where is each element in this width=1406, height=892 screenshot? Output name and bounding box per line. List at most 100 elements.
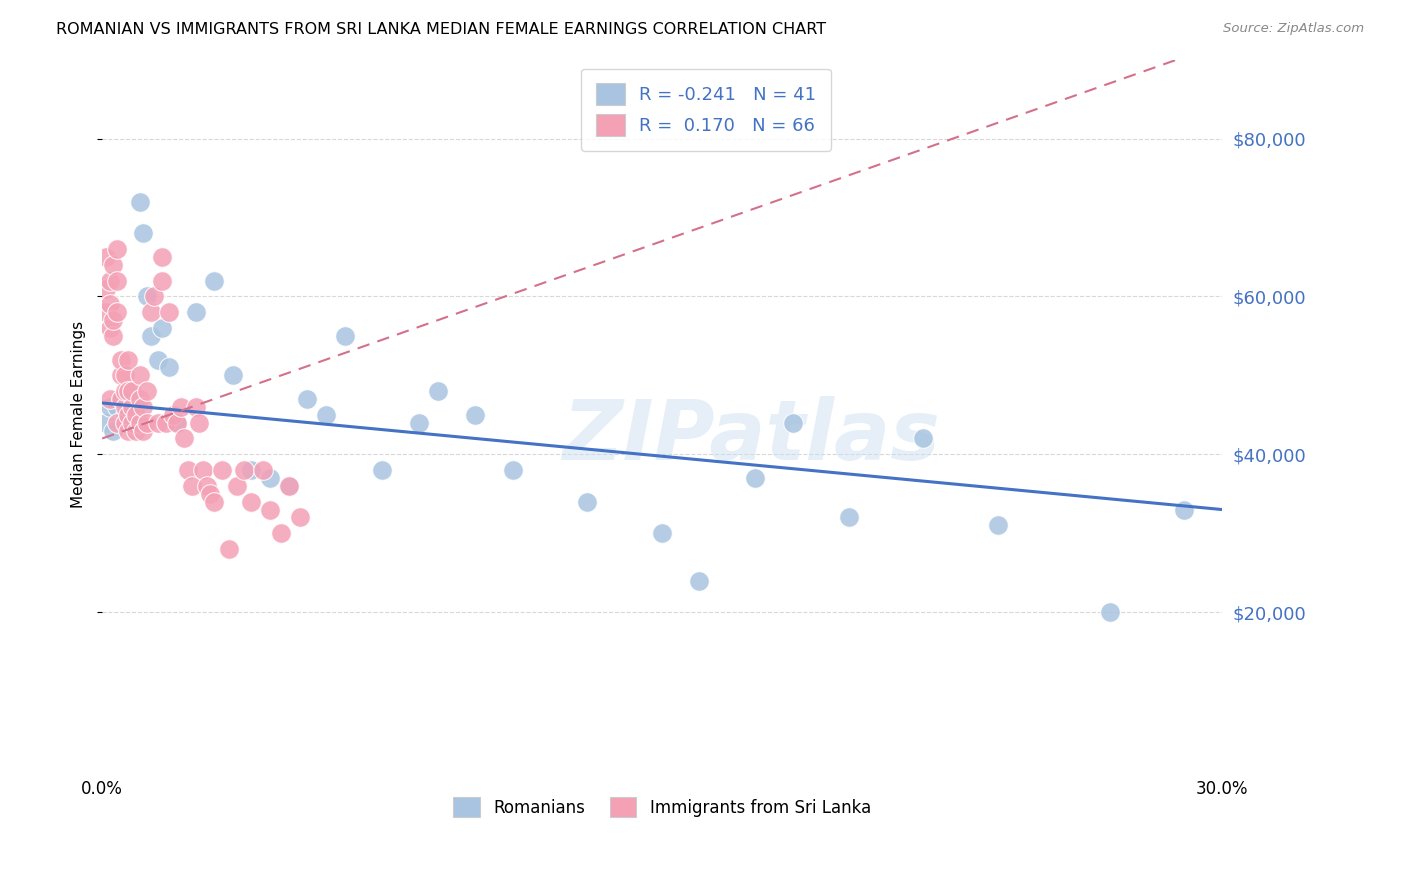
Point	[297, 392, 319, 406]
Point	[105, 305, 128, 319]
Point	[105, 242, 128, 256]
Point	[128, 416, 150, 430]
Point	[103, 313, 125, 327]
Point	[651, 526, 673, 541]
Point	[184, 400, 207, 414]
Point	[128, 392, 150, 406]
Point	[838, 510, 860, 524]
Point	[240, 463, 263, 477]
Point	[125, 408, 148, 422]
Point	[103, 424, 125, 438]
Point	[110, 392, 132, 406]
Point	[139, 305, 162, 319]
Point	[132, 226, 155, 240]
Point	[125, 424, 148, 438]
Point	[157, 305, 180, 319]
Point	[121, 416, 143, 430]
Point	[427, 384, 450, 398]
Point	[688, 574, 710, 588]
Point	[117, 416, 139, 430]
Point	[94, 305, 117, 319]
Point	[148, 416, 170, 430]
Text: Source: ZipAtlas.com: Source: ZipAtlas.com	[1223, 22, 1364, 36]
Point	[202, 494, 225, 508]
Point	[200, 487, 222, 501]
Point	[114, 368, 136, 383]
Point	[912, 432, 935, 446]
Point	[202, 274, 225, 288]
Point	[110, 352, 132, 367]
Point	[103, 329, 125, 343]
Point	[259, 471, 281, 485]
Point	[98, 321, 121, 335]
Point	[211, 463, 233, 477]
Point	[117, 408, 139, 422]
Point	[1098, 605, 1121, 619]
Point	[259, 502, 281, 516]
Point	[222, 368, 245, 383]
Point	[576, 494, 599, 508]
Point	[110, 368, 132, 383]
Point	[252, 463, 274, 477]
Y-axis label: Median Female Earnings: Median Female Earnings	[72, 321, 86, 508]
Point	[173, 432, 195, 446]
Point	[98, 297, 121, 311]
Point	[132, 424, 155, 438]
Point	[987, 518, 1010, 533]
Point	[157, 360, 180, 375]
Point	[125, 400, 148, 414]
Point	[105, 400, 128, 414]
Point	[139, 329, 162, 343]
Point	[114, 408, 136, 422]
Point	[277, 479, 299, 493]
Point	[121, 384, 143, 398]
Point	[162, 408, 184, 422]
Point	[155, 416, 177, 430]
Point	[94, 250, 117, 264]
Point	[315, 408, 337, 422]
Point	[180, 479, 202, 493]
Point	[136, 384, 159, 398]
Point	[277, 479, 299, 493]
Point	[464, 408, 486, 422]
Point	[117, 384, 139, 398]
Point	[270, 526, 292, 541]
Point	[98, 400, 121, 414]
Point	[110, 392, 132, 406]
Point	[136, 289, 159, 303]
Point	[98, 274, 121, 288]
Point	[218, 541, 240, 556]
Point	[136, 416, 159, 430]
Point	[188, 416, 211, 430]
Point	[98, 392, 121, 406]
Point	[1173, 502, 1195, 516]
Point	[169, 400, 191, 414]
Point	[240, 494, 263, 508]
Text: ROMANIAN VS IMMIGRANTS FROM SRI LANKA MEDIAN FEMALE EARNINGS CORRELATION CHART: ROMANIAN VS IMMIGRANTS FROM SRI LANKA ME…	[56, 22, 827, 37]
Point	[128, 194, 150, 209]
Point	[105, 416, 128, 430]
Point	[191, 463, 214, 477]
Point	[184, 305, 207, 319]
Point	[114, 400, 136, 414]
Point	[128, 368, 150, 383]
Point	[148, 352, 170, 367]
Point	[117, 352, 139, 367]
Point	[132, 400, 155, 414]
Point	[150, 250, 173, 264]
Legend: Romanians, Immigrants from Sri Lanka: Romanians, Immigrants from Sri Lanka	[444, 789, 879, 826]
Point	[166, 416, 188, 430]
Point	[782, 416, 804, 430]
Text: ZIPatlas: ZIPatlas	[562, 396, 941, 476]
Point	[105, 274, 128, 288]
Point	[103, 258, 125, 272]
Point	[177, 463, 200, 477]
Point	[94, 281, 117, 295]
Point	[502, 463, 524, 477]
Point	[114, 384, 136, 398]
Point	[121, 416, 143, 430]
Point	[143, 289, 166, 303]
Point	[744, 471, 766, 485]
Point	[333, 329, 356, 343]
Point	[166, 416, 188, 430]
